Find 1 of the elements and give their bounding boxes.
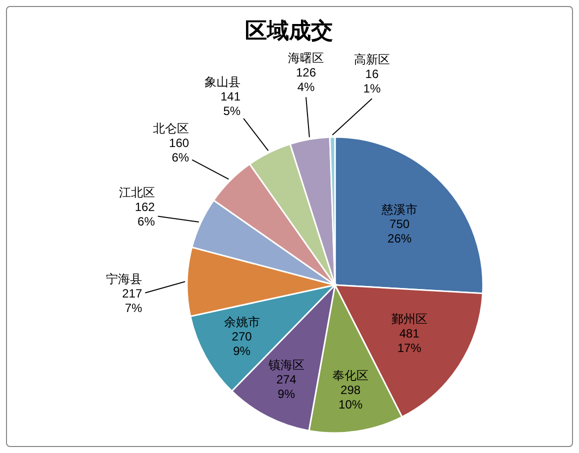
title: 区域成交 [245,18,333,43]
